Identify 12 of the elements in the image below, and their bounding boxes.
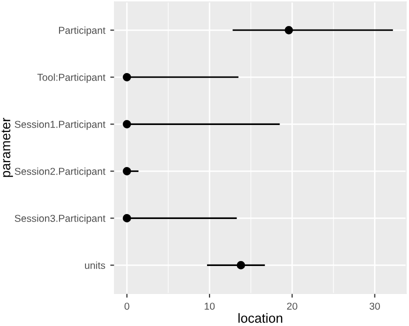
y-tick-label: Session1.Participant xyxy=(14,120,106,130)
y-axis-title: parameter xyxy=(2,118,13,177)
x-tick-label: 30 xyxy=(370,302,380,310)
x-axis-title: location xyxy=(238,313,282,323)
y-tick-label: Session2.Participant xyxy=(14,168,106,177)
y-tick-label: Session3.Participant xyxy=(14,214,106,224)
x-tick-label: 0 xyxy=(124,302,130,310)
x-tick-label: 20 xyxy=(287,302,298,310)
y-tick-label: Tool:Participant xyxy=(37,74,106,83)
y-tick-label: units xyxy=(85,262,106,269)
x-tick-label: 10 xyxy=(204,302,215,310)
y-tick-label: Participant xyxy=(59,26,106,36)
